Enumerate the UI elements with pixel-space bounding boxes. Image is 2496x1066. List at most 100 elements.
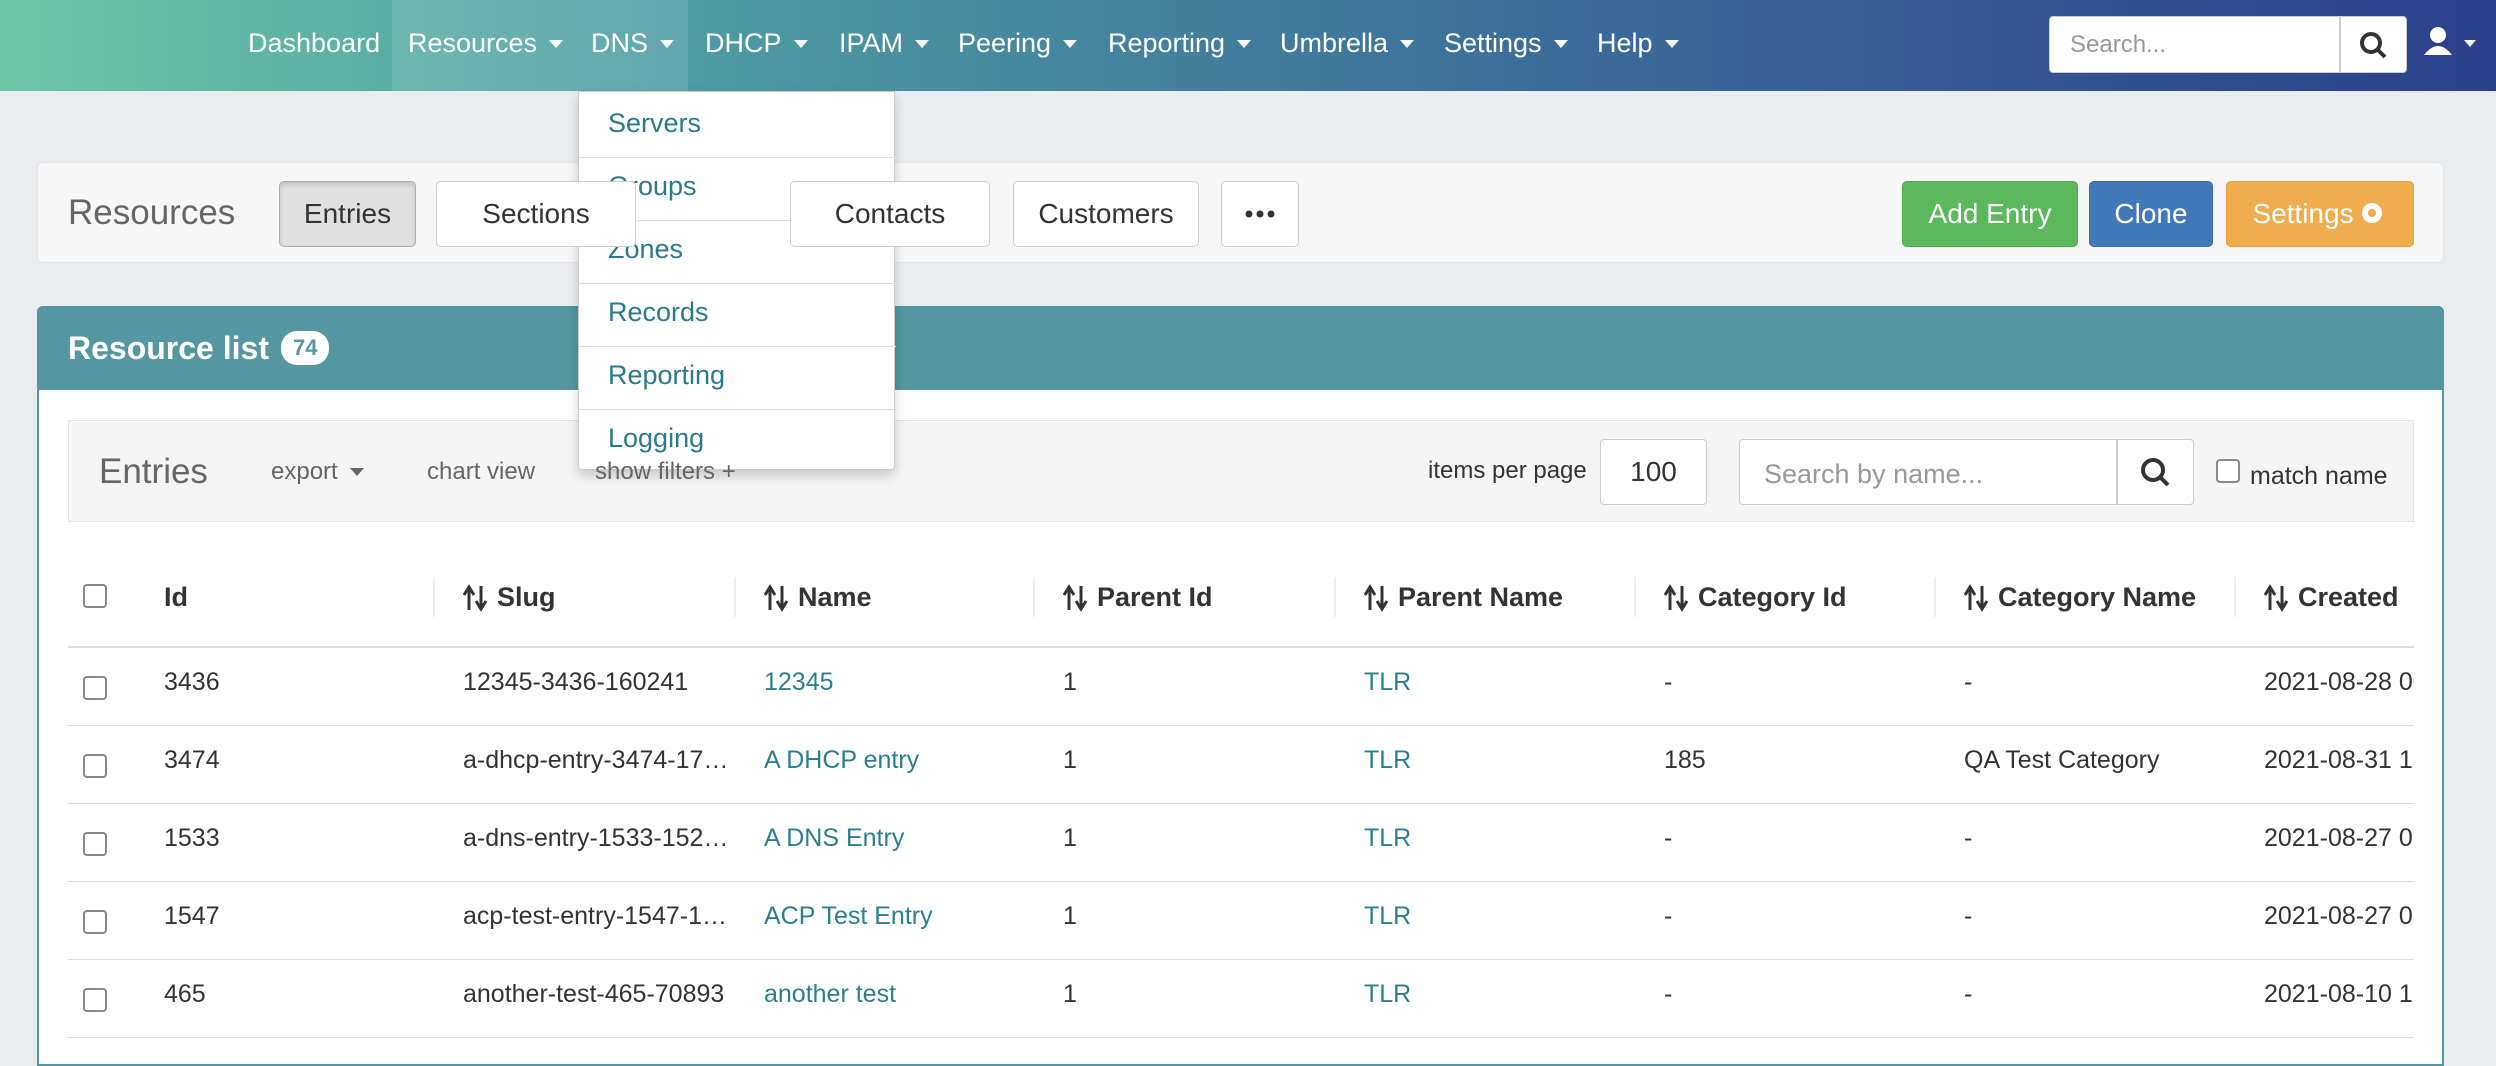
caret <box>1400 40 1414 48</box>
tab-button[interactable]: Sections <box>436 181 636 247</box>
nav-label: Settings <box>1444 28 1542 59</box>
action-button[interactable]: Settings <box>2226 181 2414 247</box>
nav-item[interactable]: Peering <box>958 28 1077 59</box>
count-badge: 74 <box>281 331 329 365</box>
cell: QA Test Category <box>1964 746 2244 775</box>
subbar-link[interactable]: show filters + <box>595 458 736 486</box>
tab-button[interactable]: Entries <box>279 181 416 247</box>
caret <box>1554 40 1568 48</box>
caret <box>660 40 674 48</box>
row-checkbox[interactable] <box>83 910 107 934</box>
header-label: Parent Id <box>1097 582 1213 613</box>
dropdown-item[interactable]: Records <box>608 297 709 328</box>
placeholder: Search... <box>2070 31 2166 59</box>
caret <box>794 40 808 48</box>
nav-search-input[interactable]: Search... <box>2049 16 2340 73</box>
tab-label: Customers <box>1038 198 1173 230</box>
nav-label: Umbrella <box>1280 28 1388 59</box>
action-label: Settings <box>2252 198 2353 230</box>
dropdown-item[interactable]: Logging <box>608 423 704 454</box>
tab-label: Contacts <box>835 198 946 230</box>
column-header[interactable]: Created <box>2264 582 2399 613</box>
dropdown-item[interactable]: Reporting <box>608 360 725 391</box>
navbar: Search... Dashboard Resources DNS DHCP IPAM P… <box>0 0 2496 91</box>
cell-link[interactable]: A DNS Entry <box>764 824 1044 853</box>
name-search-button[interactable] <box>2117 439 2194 505</box>
cell-link[interactable]: 12345 <box>764 668 1044 697</box>
panel-header: Resource list 74 <box>37 306 2444 390</box>
header-label: Category Name <box>1998 582 2196 613</box>
row-checkbox[interactable] <box>83 754 107 778</box>
cell: 1 <box>1063 824 1343 853</box>
cell: 1547 <box>164 902 444 931</box>
row-checkbox[interactable] <box>83 676 107 700</box>
action-label: Add Entry <box>1929 198 2052 230</box>
subbar-link[interactable]: chart view <box>427 458 535 486</box>
nav-item[interactable]: Reporting <box>1108 28 1251 59</box>
header-label: Parent Name <box>1398 582 1563 613</box>
cell-link[interactable]: another test <box>764 980 1044 1009</box>
tab-label: Entries <box>304 198 391 230</box>
caret <box>1237 40 1251 48</box>
cell: - <box>1664 668 1944 697</box>
nav-item[interactable]: Help <box>1597 28 1679 59</box>
column-header: Id <box>164 582 188 613</box>
dropdown-divider <box>579 346 896 347</box>
nav-item[interactable]: Dashboard <box>248 28 380 59</box>
nav-label: DHCP <box>705 28 782 59</box>
dropdown-divider <box>579 283 896 284</box>
nav-item[interactable]: Umbrella <box>1280 28 1414 59</box>
nav-item[interactable]: DHCP <box>705 28 808 59</box>
sort-icon <box>1664 584 1690 612</box>
cell-link[interactable]: TLR <box>1364 902 1644 931</box>
cell: 2021-08-28 00 <box>2264 668 2414 697</box>
cell: 465 <box>164 980 444 1009</box>
dropdown-divider <box>579 409 896 410</box>
cell-link[interactable]: A DHCP entry <box>764 746 1044 775</box>
user-menu[interactable] <box>2420 25 2480 65</box>
table: Id Slug Name Parent Id Parent Name Category I… <box>68 549 2414 1056</box>
match-label: match name <box>2250 462 2388 491</box>
nav-search-button[interactable] <box>2340 16 2407 73</box>
nav-label: Dashboard <box>248 28 380 59</box>
caret <box>1063 40 1077 48</box>
cell-link[interactable]: TLR <box>1364 980 1644 1009</box>
action-button[interactable]: Clone <box>2089 181 2213 247</box>
more-button[interactable] <box>1221 181 1299 247</box>
column-header[interactable]: Category Name <box>1964 582 2196 613</box>
action-button[interactable]: Add Entry <box>1902 181 2078 247</box>
nav-item[interactable]: Resources <box>408 28 563 59</box>
nav-label: IPAM <box>839 28 903 59</box>
cell-link[interactable]: TLR <box>1364 824 1644 853</box>
cell-link[interactable]: TLR <box>1364 668 1644 697</box>
column-header[interactable]: Name <box>764 582 872 613</box>
nav-item[interactable]: IPAM <box>839 28 929 59</box>
subbar-link-label: show filters + <box>595 458 736 486</box>
nav-item[interactable]: Settings <box>1444 28 1568 59</box>
column-header[interactable]: Parent Id <box>1063 582 1213 613</box>
cell-link[interactable]: ACP Test Entry <box>764 902 1044 931</box>
row-border <box>68 881 2414 882</box>
column-header[interactable]: Slug <box>463 582 556 613</box>
match-checkbox[interactable] <box>2216 459 2240 483</box>
cell: 1533 <box>164 824 444 853</box>
column-header[interactable]: Parent Name <box>1364 582 1563 613</box>
search-icon <box>2118 440 2195 506</box>
name-search-input[interactable]: Search by name... <box>1739 439 2117 505</box>
row-checkbox[interactable] <box>83 988 107 1012</box>
subbar-link[interactable]: export <box>271 458 364 486</box>
per-page-input[interactable]: 100 <box>1600 439 1707 505</box>
nav-item[interactable]: DNS <box>591 28 674 59</box>
tab-button[interactable]: Customers <box>1013 181 1199 247</box>
column-header[interactable]: Category Id <box>1664 582 1847 613</box>
cell-link[interactable]: TLR <box>1364 746 1644 775</box>
row-checkbox[interactable] <box>83 832 107 856</box>
select-all-checkbox[interactable] <box>83 584 107 608</box>
row-border <box>68 803 2414 804</box>
cell: 1 <box>1063 902 1343 931</box>
dropdown-item[interactable]: Servers <box>608 108 701 139</box>
dots-icon <box>1245 210 1275 218</box>
toolbar-title: Resources <box>68 193 235 233</box>
tab-button[interactable]: Contacts <box>790 181 990 247</box>
